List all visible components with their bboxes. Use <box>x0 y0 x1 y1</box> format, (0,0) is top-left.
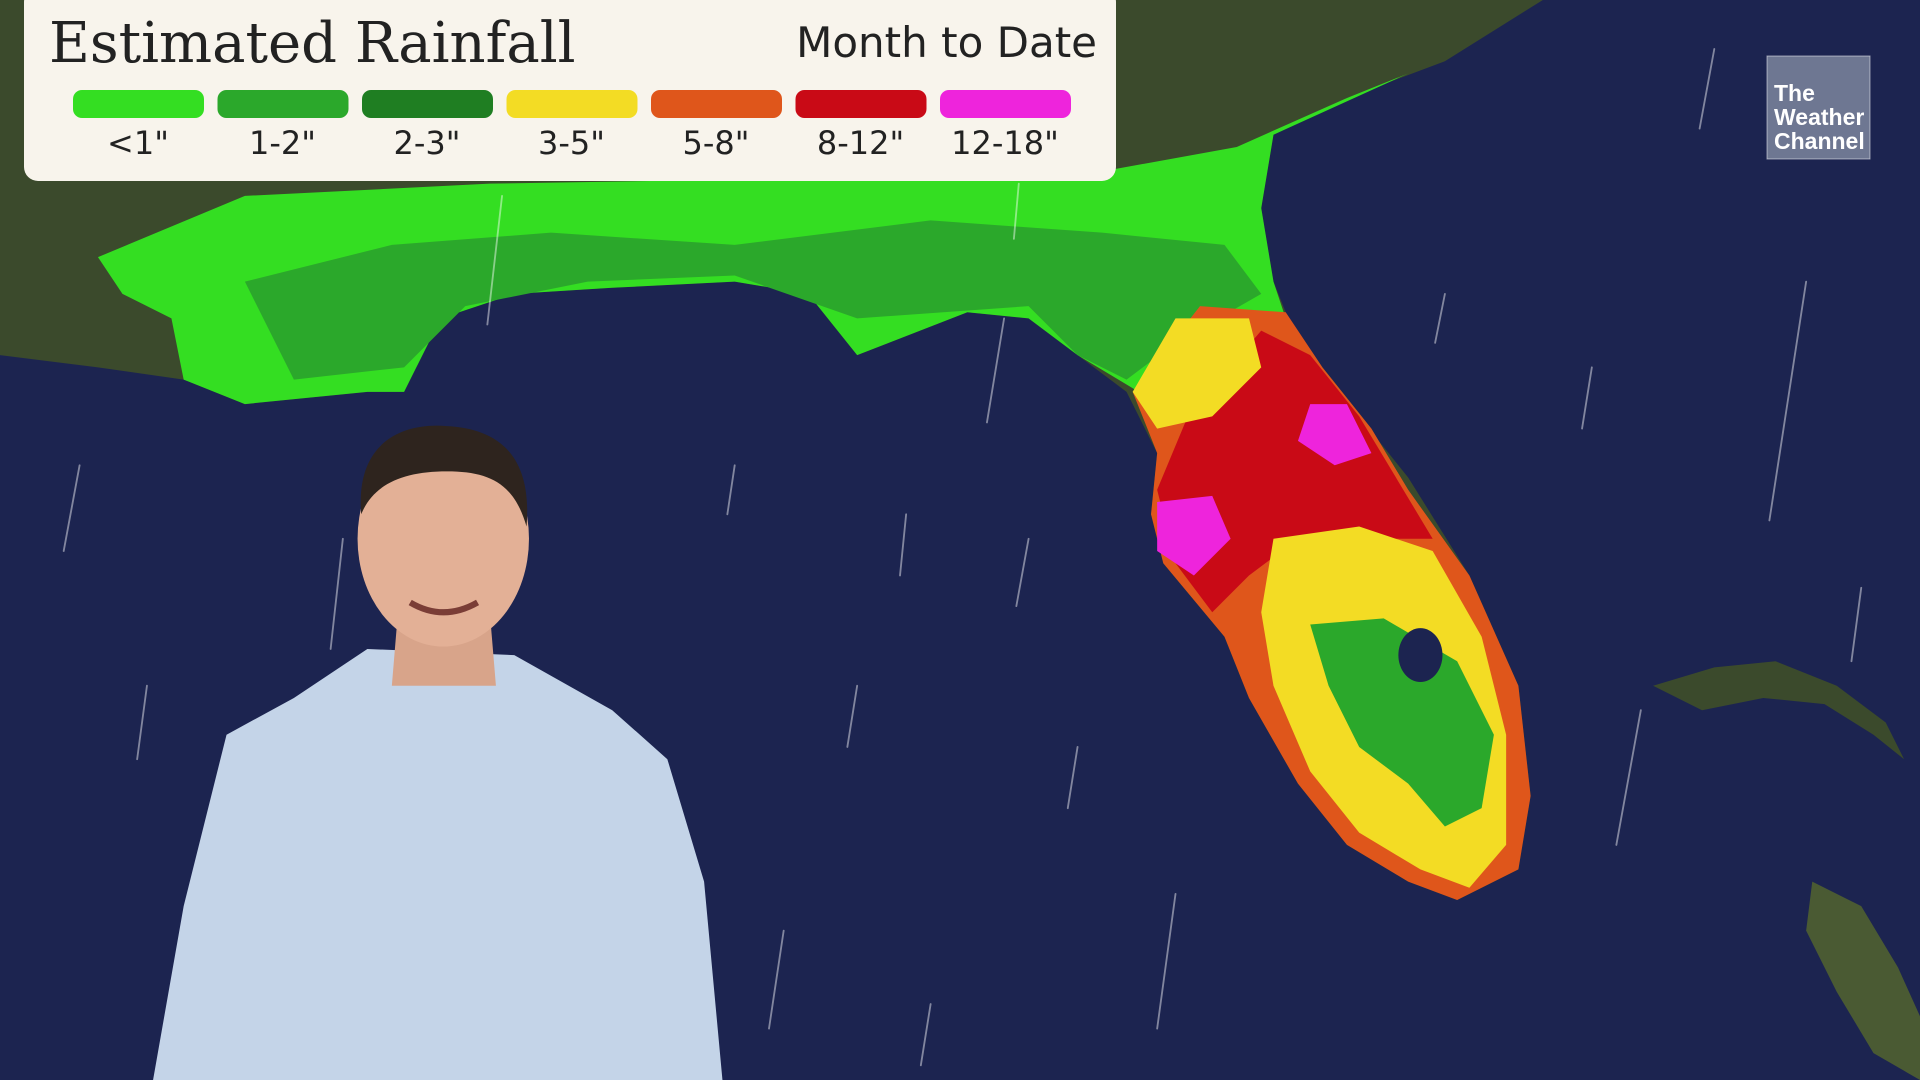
legend-panel: Estimated Rainfall Month to Date <1" 1-2"… <box>24 0 1116 181</box>
legend-label: 2-3" <box>394 124 461 162</box>
presenter <box>153 425 723 1080</box>
rain-florida-green <box>1310 618 1494 827</box>
legend-items: <1" 1-2" 2-3" 3-5" 5-8" 8-12" 12-18" <box>73 90 1071 162</box>
legend-label: <1" <box>107 124 169 162</box>
legend-label: 5-8" <box>683 124 750 162</box>
legend-swatch <box>795 90 927 118</box>
legend-swatch <box>217 90 349 118</box>
legend-swatch <box>73 90 204 118</box>
presenter-hair <box>360 425 528 527</box>
logo-line: The <box>1774 80 1815 106</box>
legend-swatch <box>506 90 638 118</box>
legend-swatch <box>940 90 1071 118</box>
legend-label: 1-2" <box>249 124 316 162</box>
presenter-mouth <box>408 599 480 616</box>
rain-green-dark <box>244 220 1262 380</box>
cuba <box>1806 881 1920 1080</box>
logo-line: Channel <box>1774 128 1865 154</box>
presenter-head <box>357 431 529 647</box>
legend-label: 12-18" <box>951 124 1059 162</box>
legend-swatch <box>362 90 493 118</box>
rain-florida-magenta <box>1157 404 1372 576</box>
title: Estimated Rainfall <box>49 11 576 76</box>
subtitle: Month to Date <box>796 18 1097 67</box>
lake-okeechobee <box>1398 628 1443 683</box>
logo-line: Weather <box>1774 104 1864 130</box>
bahamas <box>1653 661 1905 760</box>
legend-label: 8-12" <box>817 124 904 162</box>
presenter-shirt <box>153 648 723 1080</box>
logo-box <box>1766 55 1871 160</box>
rain-streaks <box>62 48 1863 1067</box>
legend-label: 3-5" <box>538 124 605 162</box>
legend-swatch <box>651 90 782 118</box>
